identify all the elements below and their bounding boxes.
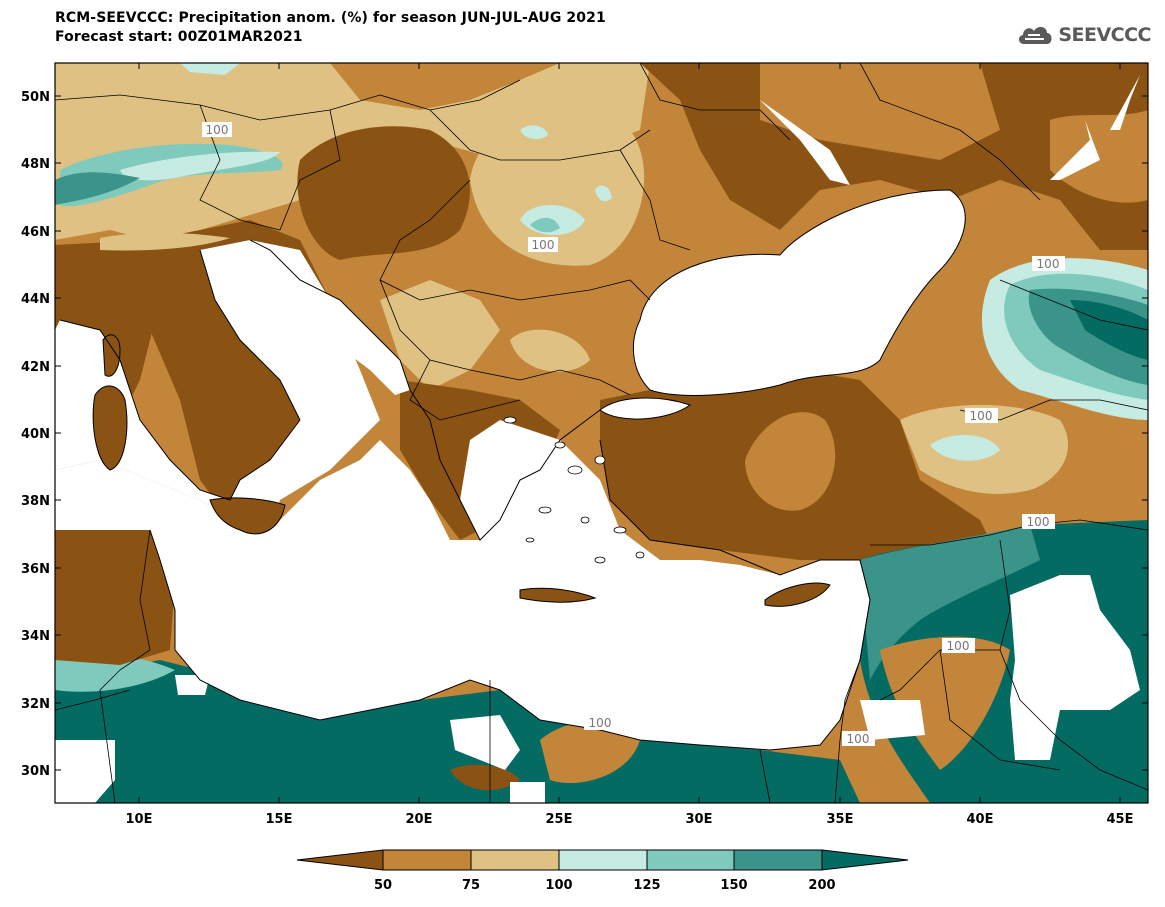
coastlines [59,189,966,751]
seevccc-logo: SEEVCCC [1016,22,1151,48]
contour-label: 100 [532,238,555,252]
colorbar-segment [646,849,735,871]
lat-axis: 50N 48N 46N 44N 42N 40N 38N 36N 34N 32N … [21,90,1148,779]
contour-label: 100 [589,716,612,730]
field-100-125-alps [120,151,280,181]
colorbar-tick-label: 150 [720,878,747,893]
field-100-125-eastturkey [930,434,1000,461]
lat-tick-label: 38N [21,494,50,509]
lat-tick-label: 42N [21,360,50,375]
contour-label: 100 [1037,257,1060,271]
lon-tick-label: 45E [1107,812,1134,827]
contour-label: 100 [947,639,970,653]
field-100-125-top [180,63,240,75]
contour-label: 100 [970,409,993,423]
lon-tick-label: 35E [827,812,854,827]
land-sardinia [93,385,127,470]
logo-text: SEEVCCC [1058,24,1151,46]
sea-black-sea [633,190,966,396]
field-150-200-alps [55,172,140,205]
aegean-islands [503,416,645,564]
field-75-100-north [55,63,650,240]
colorbar-tick-label: 50 [374,878,392,893]
land-sicily [210,497,285,534]
field-50-75-russia [1050,110,1148,203]
colorbar-tick-label: 100 [545,878,572,893]
field-75-100-bulgaria [510,329,590,372]
field-50-75-turkey [745,412,836,511]
lon-tick-label: 10E [126,812,153,827]
lat-tick-label: 46N [21,225,50,240]
contour-label: 100 [847,732,870,746]
country-borders [55,63,1148,803]
land-cyprus [765,583,830,607]
colorbar-segment [470,849,560,871]
lat-tick-label: 30N [21,764,50,779]
sea-mediterranean [55,420,870,750]
cloud-icon [1019,27,1052,44]
sea-adriatic [250,240,410,395]
lon-axis: 10E 15E 20E 25E 30E 35E 40E 45E [126,63,1134,827]
field-below-50-libya-small [450,764,520,791]
colorbar-arrow-left [296,849,384,871]
field-50-75-jordan [880,636,1010,770]
masked-area-libya [450,715,520,770]
masked-area-sinai [860,700,925,740]
water-dnieper [760,100,850,185]
colorbar-tick-label: 200 [808,878,835,893]
field-50-75-ukraine [760,63,1000,160]
map-title: RCM-SEEVCCC: Precipitation anom. (%) for… [55,10,606,26]
contour-labels: 100 100 100 100 100 100 100 100 [202,122,1065,746]
anomaly-field: 100 100 100 100 100 100 100 100 [55,63,1148,803]
colorbar-segment [382,849,472,871]
field-below-50-pannonia [297,126,470,260]
lat-tick-label: 32N [21,697,50,712]
colorbar-tick-label: 125 [633,878,660,893]
sea-marmara [600,398,690,420]
lat-tick-label: 48N [21,157,50,172]
lon-tick-label: 15E [266,812,293,827]
lon-tick-label: 25E [546,812,573,827]
colorbar-tick-label: 75 [462,878,480,893]
lat-tick-label: 40N [21,427,50,442]
field-100-125-small-b [595,185,612,202]
lon-tick-label: 40E [967,812,994,827]
field-50-75-libya [540,721,640,784]
lat-tick-label: 50N [21,90,50,105]
land-corsica [103,334,120,377]
water-reservoir [1050,120,1100,180]
masked-area-egypt [510,782,545,803]
colorbar-segment [733,849,823,871]
land-crete [520,588,595,603]
lat-tick-label: 36N [21,562,50,577]
field-100-125-small-a [520,125,548,140]
lat-tick-label: 34N [21,629,50,644]
field-75-100-carpathian [470,109,645,266]
field-125-150-tunisia [55,654,175,692]
contour-label: 100 [1027,515,1050,529]
lon-tick-label: 20E [406,812,433,827]
contour-label: 100 [206,123,229,137]
sea-tyrrhenian [55,240,380,530]
lon-tick-label: 30E [686,812,713,827]
field-150-200-east [860,525,1040,680]
forecast-start-label: Forecast start: 00Z01MAR2021 [55,29,303,45]
masked-area-algeria [55,740,115,803]
field-75-100-po [100,232,230,251]
field-above-200-caucasus [1070,300,1148,360]
colorbar: 50 75 100 125 150 200 [296,849,909,893]
field-125-150-carpathian [530,217,560,233]
field-75-100-serbia [380,280,500,390]
water-volga [1110,75,1140,130]
colorbar-segment [558,849,648,871]
masked-area-arabia [1010,575,1140,760]
lat-tick-label: 44N [21,292,50,307]
colorbar-arrow-right [821,849,909,871]
